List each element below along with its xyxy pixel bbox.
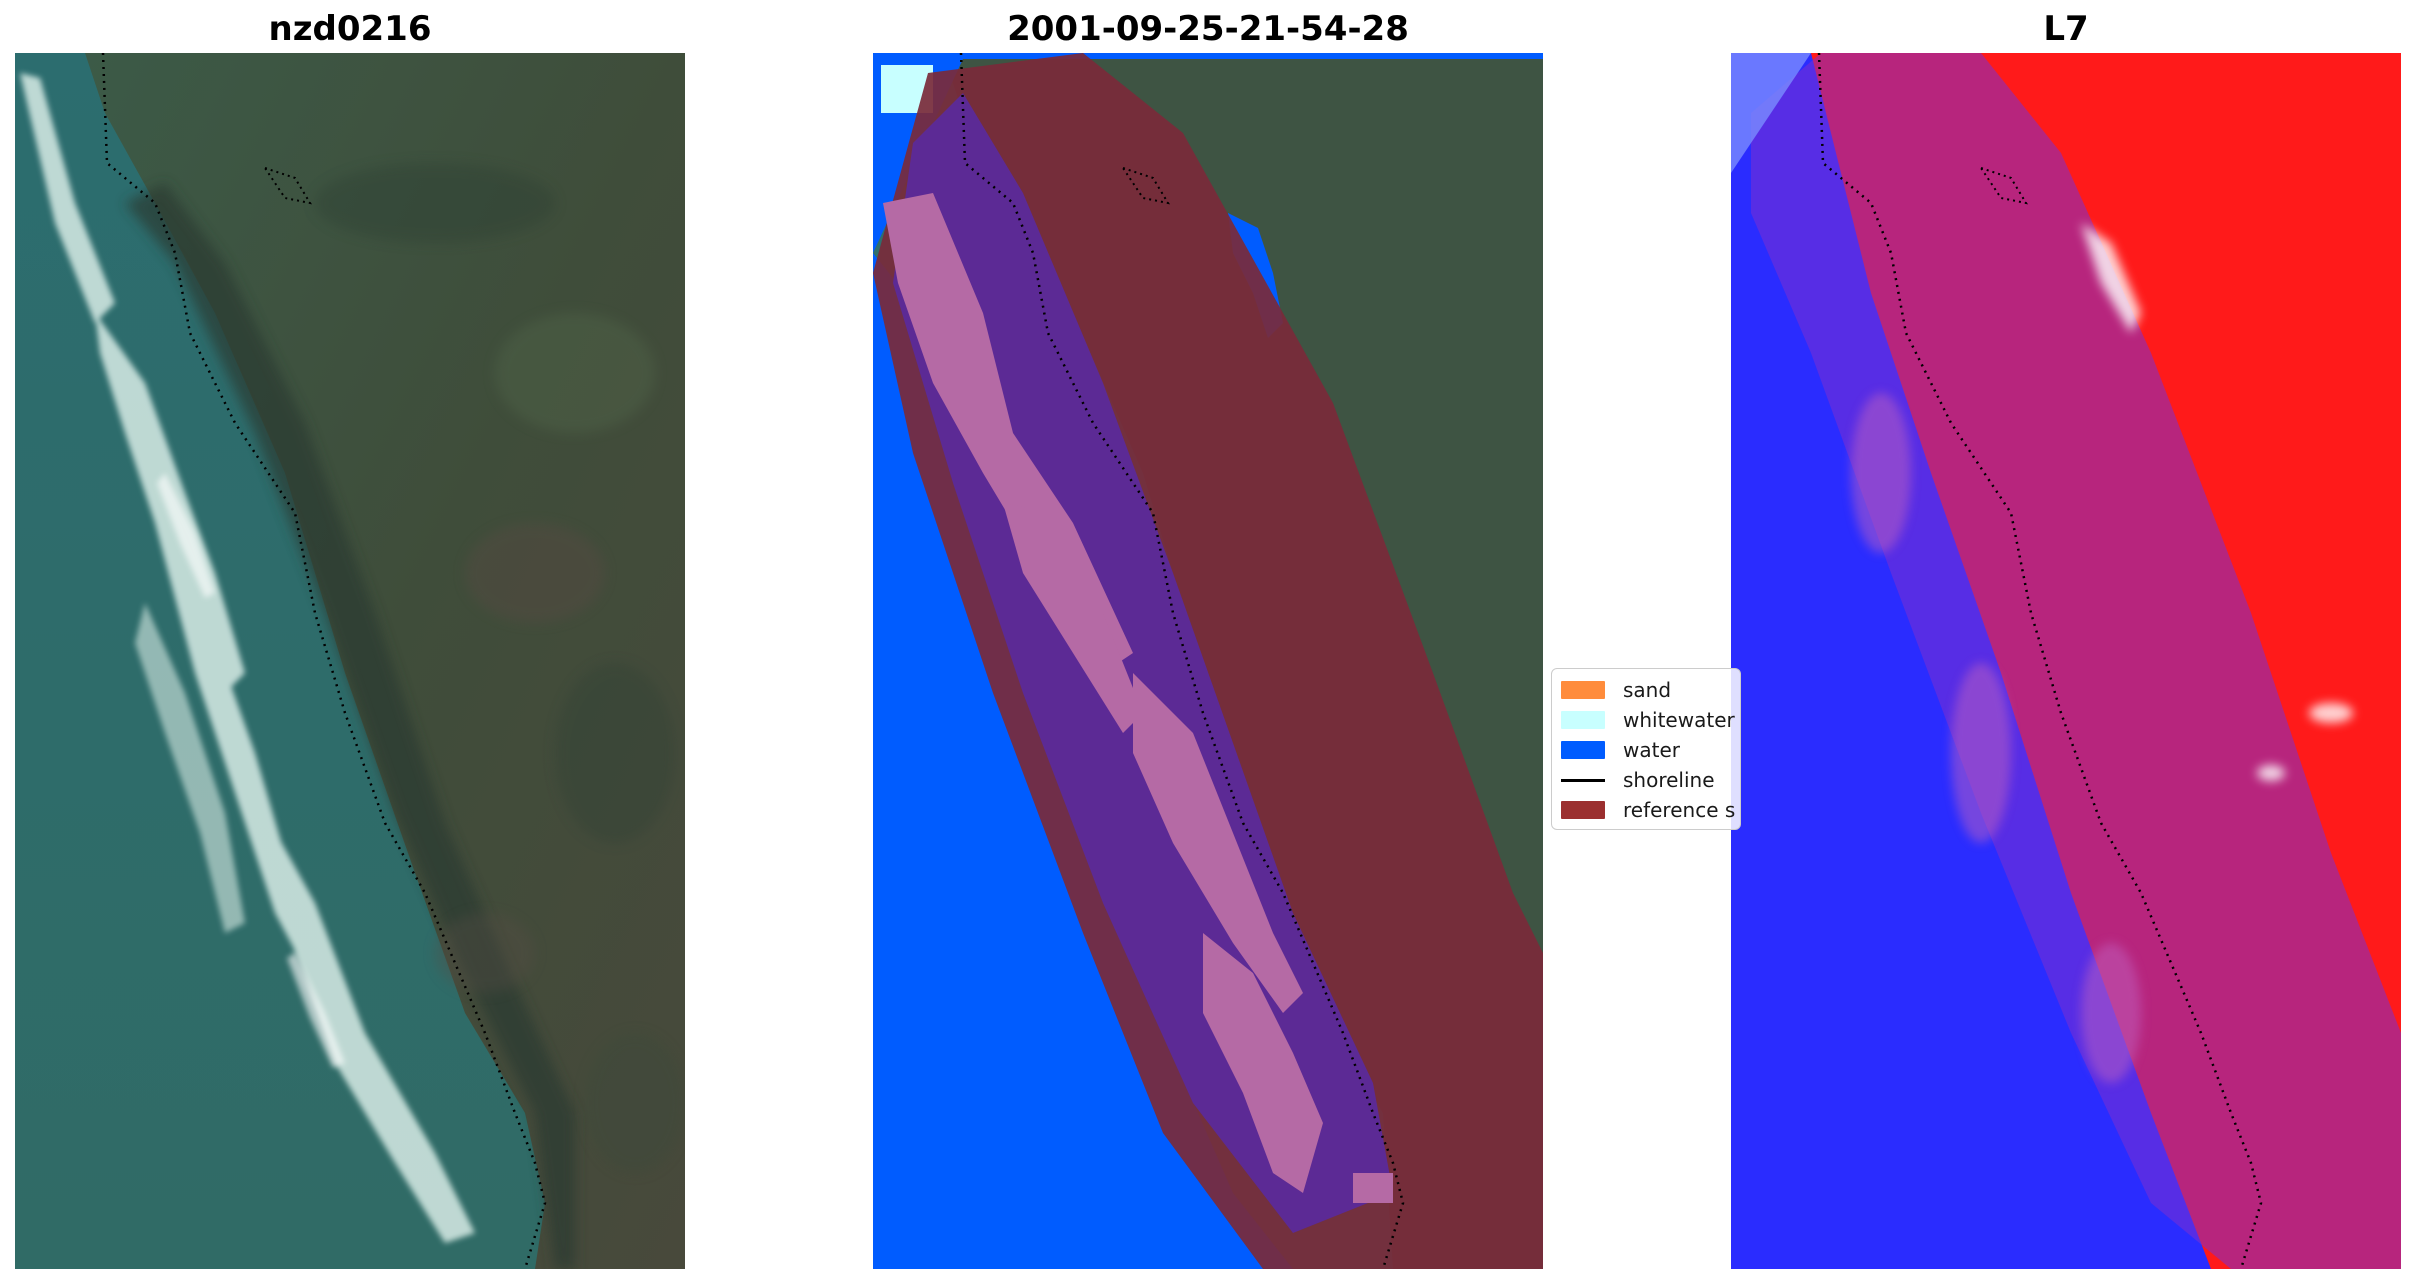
panel-title-middle: 2001-09-25-21-54-28 [1007, 9, 1409, 49]
legend-swatch-sand [1561, 681, 1605, 699]
legend: sand whitewater water shoreline referenc… [1551, 668, 1741, 830]
panel-title-left: nzd0216 [268, 9, 432, 49]
legend-item-water: water [1552, 737, 1740, 763]
legend-swatch-water [1561, 741, 1605, 759]
legend-swatch-reference [1561, 801, 1605, 819]
legend-line-shoreline [1561, 778, 1605, 782]
shoreline-left [101, 53, 547, 1269]
legend-label: shoreline [1623, 768, 1715, 792]
legend-item-shoreline: shoreline [1552, 767, 1740, 793]
index-image [1731, 53, 2401, 1269]
legend-item-sand: sand [1552, 677, 1740, 703]
legend-label: sand [1623, 678, 1672, 702]
panel-title-right: L7 [2043, 9, 2089, 49]
legend-item-reference: reference s [1552, 797, 1740, 823]
legend-item-whitewater: whitewater [1552, 707, 1740, 733]
shoreline-middle [959, 53, 1405, 1269]
rgb-satellite-image [15, 53, 685, 1269]
legend-label: whitewater [1623, 708, 1735, 732]
legend-label: water [1623, 738, 1680, 762]
legend-label: reference s [1623, 798, 1736, 822]
shoreline-right [1817, 53, 2263, 1269]
classification-image [873, 53, 1543, 1269]
legend-swatch-whitewater [1561, 711, 1605, 729]
